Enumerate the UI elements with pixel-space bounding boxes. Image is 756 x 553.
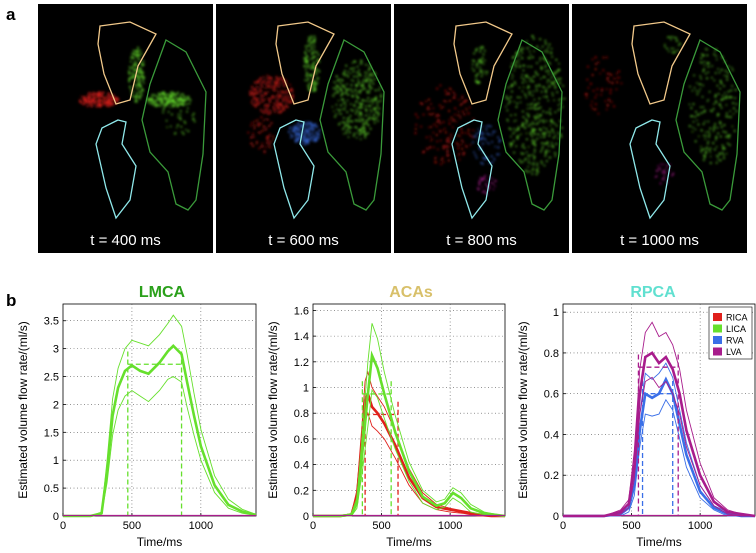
- frame-background: [394, 4, 569, 253]
- y-tick-label: 1: [53, 455, 59, 467]
- x-tick-label: 1000: [189, 520, 213, 532]
- vessel-signal: [584, 35, 738, 185]
- x-tick-label: 0: [310, 520, 316, 532]
- y-tick-label: 0: [303, 511, 309, 523]
- x-axis-label: Time/ms: [137, 535, 183, 549]
- x-tick-label: 0: [560, 520, 566, 532]
- x-tick-label: 0: [60, 520, 66, 532]
- legend-label-rva: RVA: [726, 336, 744, 346]
- legend-swatch-rva: [713, 336, 722, 344]
- y-tick-label: 0.4: [544, 429, 559, 441]
- y-tick-label: 0.2: [294, 485, 309, 497]
- y-tick-label: 1: [553, 307, 559, 319]
- legend-swatch-lva: [713, 347, 722, 356]
- chart-rpca: RPCA 0 500 1000 0 0.2 0.4 0.6 0.8 1 Time/ms Estimat…: [516, 284, 756, 549]
- legend-label-lva: LVA: [726, 347, 742, 357]
- series-rva-lower: [563, 398, 755, 517]
- chart-title: RPCA: [630, 284, 676, 301]
- legend-swatch-lica: [713, 324, 722, 333]
- panel-b-label: b: [6, 291, 16, 310]
- aca-region-outline: [453, 21, 513, 105]
- x-tick-label: 1000: [688, 520, 712, 532]
- series-lva-upper: [563, 321, 756, 517]
- legend-label-lica: LICA: [726, 324, 746, 334]
- rpca-region-outline: [273, 119, 315, 220]
- frame-time-label: t = 600 ms: [268, 232, 338, 249]
- plot-area: [312, 303, 506, 517]
- rpca-region-outline: [451, 119, 493, 220]
- y-tick-label: 2: [53, 399, 59, 411]
- frame-2: t = 600 ms: [216, 4, 391, 253]
- vessel-signal: [247, 35, 382, 154]
- lmca-region-outline: [141, 39, 207, 211]
- y-tick-label: 2.5: [44, 372, 59, 384]
- y-tick-label: 1.2: [294, 357, 309, 369]
- y-tick-label: 3.5: [44, 316, 59, 328]
- angiography-frames: t = 400 ms t = 600 ms t = 800 ms t = 1000 m…: [38, 4, 747, 253]
- chart-title: ACAs: [389, 284, 433, 301]
- aca-region-outline: [275, 21, 335, 105]
- y-tick-label: 0.6: [544, 389, 559, 401]
- series-lica-lower: [63, 375, 257, 517]
- y-tick-label: 0.8: [544, 348, 559, 360]
- x-tick-label: 500: [372, 520, 390, 532]
- frame-background: [38, 4, 213, 253]
- frame-time-label: t = 400 ms: [90, 232, 160, 249]
- frame-background: [572, 4, 747, 253]
- x-axis-label: Time/ms: [636, 535, 682, 549]
- series-lva-lower: [563, 376, 755, 517]
- frame-time-label: t = 800 ms: [446, 232, 516, 249]
- chart-lmca: LMCA 0 500 1000 0 0.5 1 1.5 2 2.5 3 3.5 Time/ms Estim…: [16, 284, 257, 549]
- rpca-region-outline: [95, 119, 137, 220]
- y-tick-label: 1.6: [294, 305, 309, 317]
- y-tick-label: 1: [303, 383, 309, 395]
- y-tick-label: 0.5: [44, 483, 59, 495]
- y-axis-label: Estimated volume flow rate/(ml/s): [16, 321, 30, 498]
- y-tick-label: 0: [53, 511, 59, 523]
- y-tick-label: 0.2: [544, 470, 559, 482]
- series-lva-mean: [563, 351, 756, 518]
- legend-label-rica: RICA: [726, 313, 748, 323]
- panel-a-label: a: [6, 5, 16, 24]
- y-tick-label: 1.5: [44, 427, 59, 439]
- y-axis-label: Estimated volume flow rate/(ml/s): [266, 321, 280, 498]
- chart-acas: ACAs 0 500 1000 0 0.2 0.4 0.6 0.8 1 1.2 1.4 1.6 Time/…: [266, 284, 506, 549]
- y-tick-label: 0.4: [294, 460, 309, 472]
- series-lica-mean: [313, 350, 506, 518]
- x-axis-label: Time/ms: [386, 535, 432, 549]
- y-tick-label: 0.8: [294, 408, 309, 420]
- frame-4: t = 1000 ms: [572, 4, 747, 253]
- aca-region-outline: [631, 21, 691, 105]
- x-tick-label: 500: [123, 520, 141, 532]
- x-tick-label: 500: [622, 520, 640, 532]
- x-tick-label: 1000: [438, 520, 462, 532]
- frame-3: t = 800 ms: [394, 4, 569, 253]
- y-tick-label: 0: [553, 511, 559, 523]
- y-tick-label: 1.4: [294, 331, 309, 343]
- series-lica-mean: [63, 343, 257, 518]
- y-tick-label: 0.6: [294, 434, 309, 446]
- plot-area: [62, 303, 257, 517]
- lmca-region-outline: [497, 39, 563, 211]
- series-lica-lower: [313, 388, 506, 517]
- frame-background: [216, 4, 391, 253]
- chart-title: LMCA: [139, 284, 186, 301]
- vessel-signal: [79, 46, 196, 135]
- rpca-region-outline: [629, 119, 671, 220]
- aca-region-outline: [97, 21, 157, 105]
- y-axis-label: Estimated volume flow rate/(ml/s): [516, 321, 530, 498]
- legend-swatch-rica: [713, 313, 722, 321]
- y-tick-label: 3: [53, 344, 59, 356]
- frame-time-label: t = 1000 ms: [620, 232, 699, 249]
- lmca-region-outline: [319, 39, 385, 211]
- frame-1: t = 400 ms: [38, 4, 213, 253]
- lmca-region-outline: [675, 39, 741, 211]
